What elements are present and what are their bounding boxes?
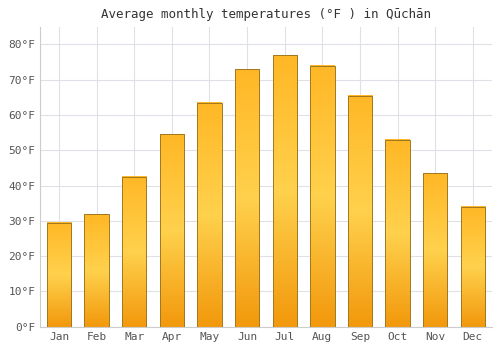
Bar: [310, 65, 334, 327]
Bar: [122, 177, 146, 327]
Bar: [47, 223, 71, 327]
Bar: [423, 173, 448, 327]
Bar: [272, 55, 297, 327]
Bar: [160, 134, 184, 327]
Bar: [460, 207, 485, 327]
Title: Average monthly temperatures (°F ) in Qūchān: Average monthly temperatures (°F ) in Qū…: [101, 8, 431, 21]
Bar: [386, 140, 410, 327]
Bar: [348, 96, 372, 327]
Bar: [198, 103, 222, 327]
Bar: [84, 214, 109, 327]
Bar: [235, 69, 260, 327]
